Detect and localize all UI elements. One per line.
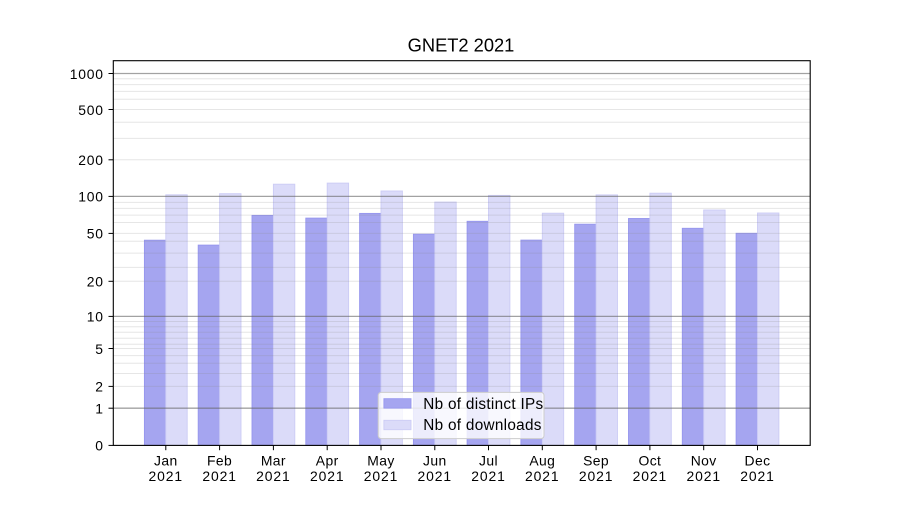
svg-text:2021: 2021 bbox=[579, 468, 614, 484]
svg-text:Dec: Dec bbox=[745, 453, 771, 469]
svg-text:Jul: Jul bbox=[479, 453, 498, 469]
svg-text:Sep: Sep bbox=[583, 453, 609, 469]
svg-text:2021: 2021 bbox=[740, 468, 775, 484]
svg-text:2021: 2021 bbox=[149, 468, 184, 484]
svg-text:2021: 2021 bbox=[525, 468, 560, 484]
svg-text:Nb of distinct IPs: Nb of distinct IPs bbox=[423, 396, 543, 413]
svg-text:2021: 2021 bbox=[256, 468, 291, 484]
svg-text:GNET2 2021: GNET2 2021 bbox=[408, 35, 515, 56]
svg-text:1: 1 bbox=[95, 401, 104, 417]
svg-text:500: 500 bbox=[78, 102, 104, 118]
svg-text:Jun: Jun bbox=[423, 453, 447, 469]
svg-text:Aug: Aug bbox=[529, 453, 555, 469]
svg-text:Feb: Feb bbox=[207, 453, 232, 469]
svg-text:May: May bbox=[367, 453, 394, 469]
svg-text:Nb of downloads: Nb of downloads bbox=[423, 417, 542, 434]
svg-text:50: 50 bbox=[87, 226, 104, 242]
svg-text:2021: 2021 bbox=[202, 468, 237, 484]
svg-text:2: 2 bbox=[95, 379, 104, 395]
svg-text:1000: 1000 bbox=[70, 66, 104, 82]
svg-text:100: 100 bbox=[78, 189, 104, 205]
svg-text:10: 10 bbox=[87, 309, 104, 325]
svg-text:Jan: Jan bbox=[154, 453, 178, 469]
svg-text:200: 200 bbox=[78, 152, 104, 168]
svg-text:20: 20 bbox=[87, 274, 104, 290]
svg-text:Apr: Apr bbox=[316, 453, 339, 469]
svg-text:2021: 2021 bbox=[633, 468, 668, 484]
svg-text:Nov: Nov bbox=[691, 453, 717, 469]
svg-text:2021: 2021 bbox=[418, 468, 453, 484]
svg-text:Mar: Mar bbox=[261, 453, 286, 469]
svg-text:2021: 2021 bbox=[310, 468, 345, 484]
svg-text:Oct: Oct bbox=[638, 453, 661, 469]
svg-text:2021: 2021 bbox=[471, 468, 506, 484]
svg-text:5: 5 bbox=[95, 341, 104, 357]
svg-text:2021: 2021 bbox=[686, 468, 721, 484]
svg-text:2021: 2021 bbox=[364, 468, 399, 484]
svg-text:0: 0 bbox=[95, 438, 104, 454]
